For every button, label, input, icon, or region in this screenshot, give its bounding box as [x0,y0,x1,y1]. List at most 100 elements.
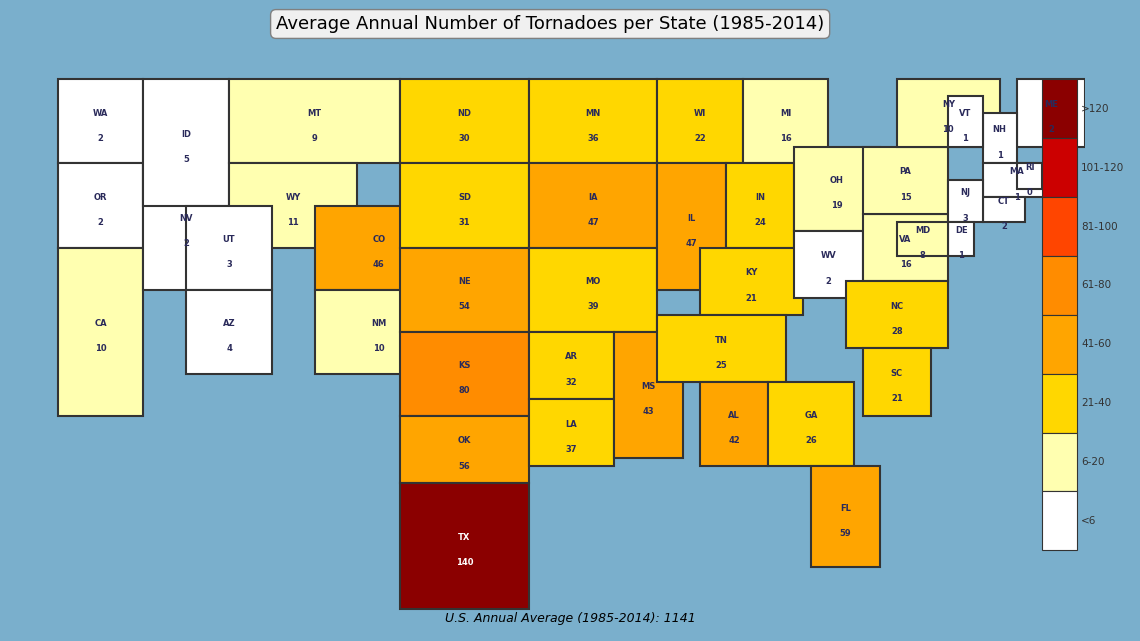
Text: 2: 2 [184,239,189,248]
Bar [1042,197,1076,256]
Text: 80: 80 [458,386,471,395]
Text: LA: LA [565,420,578,429]
Text: NE: NE [458,277,471,286]
Title: Average Annual Number of Tornadoes per State (1985-2014): Average Annual Number of Tornadoes per S… [276,15,824,33]
Text: AL: AL [728,412,740,420]
Text: RI: RI [1025,163,1034,172]
Bar [58,79,144,163]
Text: 47: 47 [587,218,598,227]
Bar [948,180,983,222]
Text: NM: NM [372,319,386,328]
Bar [614,331,683,458]
Text: WY: WY [286,192,301,202]
Text: IL: IL [687,213,695,222]
Text: 32: 32 [565,378,577,387]
Text: SC: SC [890,369,903,378]
Text: ND: ND [457,108,472,117]
Bar [983,197,1025,222]
Text: NH: NH [993,126,1007,135]
Bar [400,79,529,163]
Text: DE: DE [955,226,968,235]
Bar [795,231,863,298]
Text: 10: 10 [943,126,954,135]
Text: PA: PA [899,167,911,176]
Text: 25: 25 [716,361,727,370]
Text: WI: WI [694,108,706,117]
Text: 56: 56 [458,462,471,470]
Text: VT: VT [959,108,971,117]
Text: 28: 28 [891,327,903,336]
Text: CT: CT [998,197,1010,206]
Bar [726,163,795,247]
Text: CO: CO [373,235,385,244]
Text: 10: 10 [95,344,106,353]
Text: 11: 11 [287,218,299,227]
Text: TX: TX [458,533,471,542]
Text: FL: FL [840,504,850,513]
Bar [948,96,983,147]
Text: IN: IN [755,192,765,202]
Text: 21: 21 [891,394,903,403]
Bar [400,416,529,483]
Text: 2: 2 [825,277,831,286]
Bar [743,79,829,163]
Bar [846,281,948,349]
Bar [229,79,400,163]
Bar [1042,433,1076,492]
Bar [948,222,974,256]
Text: 15: 15 [899,192,911,202]
Bar [1042,138,1076,197]
Text: AR: AR [565,353,578,362]
Text: 16: 16 [899,260,911,269]
Bar [1042,79,1076,138]
Text: NC: NC [890,302,904,311]
Bar [768,382,854,466]
Text: 19: 19 [831,201,842,210]
Bar [400,247,529,331]
Text: KS: KS [458,361,471,370]
Text: 140: 140 [456,558,473,567]
Bar [983,113,1017,163]
Bar [529,79,657,163]
Text: MN: MN [585,108,601,117]
Text: 10: 10 [373,344,384,353]
Bar [1042,315,1076,374]
Text: 4: 4 [226,344,233,353]
Bar [1042,256,1076,315]
Bar [229,163,358,247]
Text: 8: 8 [920,251,926,260]
Text: 3: 3 [962,213,968,222]
Text: NV: NV [179,213,193,222]
Text: 43: 43 [643,407,654,416]
Bar [1042,374,1076,433]
Bar [863,349,931,416]
Text: 31: 31 [458,218,471,227]
Text: GA: GA [805,412,819,420]
Text: CA: CA [95,319,107,328]
Text: 2: 2 [1001,222,1007,231]
Bar [58,163,144,247]
Text: AZ: AZ [222,319,235,328]
Text: 1: 1 [962,134,968,143]
Text: 5: 5 [184,154,189,163]
Bar [700,247,803,315]
Text: 36: 36 [587,134,598,143]
Text: 54: 54 [458,302,471,311]
Text: 41-60: 41-60 [1081,339,1112,349]
Text: WA: WA [93,108,108,117]
Bar [186,206,271,290]
Bar [529,399,614,466]
Text: 16: 16 [780,134,791,143]
Text: 2: 2 [98,134,104,143]
Text: 21-40: 21-40 [1081,398,1112,408]
Text: 1: 1 [1013,192,1019,202]
Text: OH: OH [830,176,844,185]
Text: 0: 0 [1027,188,1033,197]
Text: 24: 24 [754,218,766,227]
Text: MD: MD [915,226,930,235]
Text: 1: 1 [959,251,964,260]
Text: <6: <6 [1081,516,1097,526]
Bar [700,382,768,466]
Text: SD: SD [458,192,471,202]
Text: TN: TN [715,336,727,345]
